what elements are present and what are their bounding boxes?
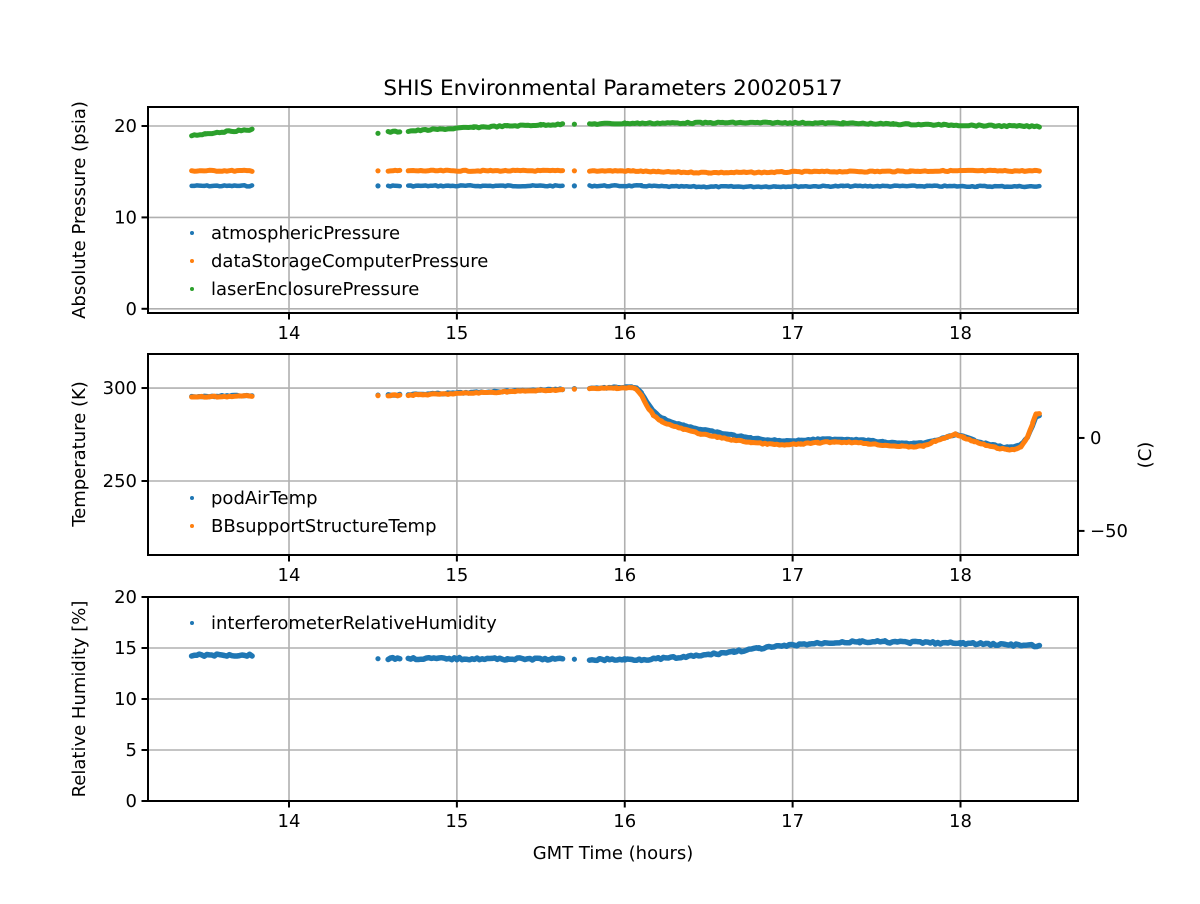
axes-spines-temperature-subplot bbox=[147, 353, 1079, 556]
x-tick-label: 17 bbox=[781, 811, 804, 832]
x-tick-label: 15 bbox=[445, 323, 468, 344]
series-dot-BBsupportStructureTemp bbox=[571, 386, 577, 392]
x-axis-label: GMT Time (hours) bbox=[533, 843, 694, 864]
legend-marker-BBsupportStructureTemp bbox=[190, 524, 194, 528]
x-tick-label: 15 bbox=[445, 565, 468, 586]
series-path-interferometerRelativeHumidity-seg2 bbox=[385, 654, 403, 663]
y-axis-label: Absolute Pressure (psia) bbox=[69, 101, 90, 319]
y-tick-label: 15 bbox=[114, 638, 137, 659]
legend-marker-dataStorageComputerPressure bbox=[190, 259, 194, 263]
x-tick-label: 18 bbox=[949, 811, 972, 832]
series-dot-atmosphericPressure bbox=[375, 183, 381, 189]
series-dot-laserEnclosurePressure bbox=[375, 130, 381, 136]
series-dot-BBsupportStructureTemp bbox=[375, 393, 381, 399]
x-tick-label: 14 bbox=[278, 565, 301, 586]
y-tick-label: 10 bbox=[114, 207, 137, 228]
y-tick-label: 5 bbox=[126, 740, 137, 761]
series-path-laserEnclosurePressure-seg5 bbox=[587, 119, 1042, 130]
figure-title: SHIS Environmental Parameters 20020517 bbox=[383, 76, 842, 101]
series-path-BBsupportStructureTemp-seg0 bbox=[189, 393, 255, 400]
legend-label-interferometerRelativeHumidity: interferometerRelativeHumidity bbox=[211, 613, 497, 634]
series-dot-dataStorageComputerPressure bbox=[375, 168, 381, 174]
x-tick-label: 17 bbox=[781, 323, 804, 344]
series-path-laserEnclosurePressure-seg3 bbox=[405, 121, 566, 134]
series-path-interferometerRelativeHumidity-seg5 bbox=[586, 638, 1043, 664]
series-path-laserEnclosurePressure-seg0 bbox=[189, 126, 255, 139]
y-tick-label: 0 bbox=[126, 299, 137, 320]
series-path-atmosphericPressure-seg5 bbox=[587, 183, 1042, 190]
legend-label-atmosphericPressure: atmosphericPressure bbox=[211, 223, 400, 244]
axes-spines-absolute-pressure-subplot bbox=[147, 106, 1079, 314]
x-tick-label: 16 bbox=[613, 323, 636, 344]
legend-marker-atmosphericPressure bbox=[190, 231, 194, 235]
series-path-atmosphericPressure-seg2 bbox=[385, 183, 403, 189]
y-tick-label: 250 bbox=[103, 471, 137, 492]
y-right-tick-label: −50 bbox=[1090, 521, 1128, 542]
legend-label-dataStorageComputerPressure: dataStorageComputerPressure bbox=[211, 251, 488, 272]
x-tick-label: 16 bbox=[613, 811, 636, 832]
x-tick-label: 18 bbox=[949, 323, 972, 344]
series-path-dataStorageComputerPressure-seg0 bbox=[189, 167, 255, 174]
legend-label-laserEnclosurePressure: laserEnclosurePressure bbox=[211, 279, 419, 300]
series-dot-atmosphericPressure bbox=[571, 183, 577, 189]
series-path-BBsupportStructureTemp-seg2 bbox=[385, 392, 403, 399]
x-tick-label: 16 bbox=[613, 565, 636, 586]
legend-label-podAirTemp: podAirTemp bbox=[211, 488, 318, 509]
series-path-BBsupportStructureTemp-seg5 bbox=[587, 385, 1042, 453]
series-path-interferometerRelativeHumidity-seg0 bbox=[188, 651, 255, 659]
series-dot-laserEnclosurePressure bbox=[571, 121, 577, 127]
series-path-dataStorageComputerPressure-seg5 bbox=[587, 167, 1042, 176]
x-tick-label: 14 bbox=[278, 811, 301, 832]
series-path-atmosphericPressure-seg3 bbox=[405, 183, 565, 189]
legend-marker-laserEnclosurePressure bbox=[190, 287, 194, 291]
legend-marker-interferometerRelativeHumidity bbox=[190, 621, 194, 625]
y-right-axis-label: (C) bbox=[1135, 442, 1156, 469]
y-tick-label: 10 bbox=[114, 689, 137, 710]
series-dot-interferometerRelativeHumidity bbox=[375, 656, 381, 662]
series-path-dataStorageComputerPressure-seg3 bbox=[405, 167, 566, 174]
y-right-tick-label: 0 bbox=[1090, 428, 1101, 449]
series-dot-interferometerRelativeHumidity bbox=[571, 656, 577, 662]
y-axis-label: Temperature (K) bbox=[69, 381, 90, 528]
y-tick-label: 0 bbox=[126, 791, 137, 812]
series-path-laserEnclosurePressure-seg2 bbox=[385, 128, 403, 135]
series-path-interferometerRelativeHumidity-seg3 bbox=[405, 654, 566, 663]
x-tick-label: 14 bbox=[278, 323, 301, 344]
y-axis-label: Relative Humidity [%] bbox=[69, 601, 90, 798]
y-tick-label: 300 bbox=[103, 378, 137, 399]
legend-label-BBsupportStructureTemp: BBsupportStructureTemp bbox=[211, 516, 437, 537]
series-path-BBsupportStructureTemp-seg3 bbox=[405, 387, 566, 399]
legend-marker-podAirTemp bbox=[190, 496, 194, 500]
y-tick-label: 20 bbox=[114, 116, 137, 137]
x-tick-label: 15 bbox=[445, 811, 468, 832]
series-dot-dataStorageComputerPressure bbox=[571, 168, 577, 174]
series-path-dataStorageComputerPressure-seg2 bbox=[385, 167, 403, 174]
y-tick-label: 20 bbox=[114, 587, 137, 608]
x-tick-label: 18 bbox=[949, 565, 972, 586]
x-tick-label: 17 bbox=[781, 565, 804, 586]
series-path-atmosphericPressure-seg0 bbox=[189, 183, 255, 189]
